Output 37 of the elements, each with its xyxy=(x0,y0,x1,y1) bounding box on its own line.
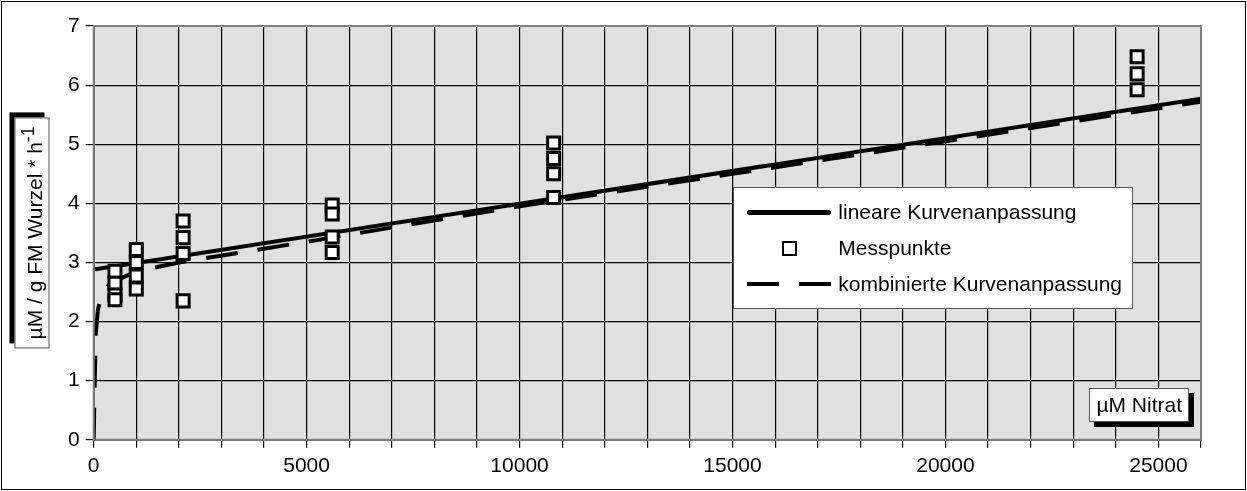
x-tick-label: 5000 xyxy=(283,453,330,477)
y-tick-label: 0 xyxy=(67,426,80,450)
legend-label: Messpunkte xyxy=(838,236,952,261)
point xyxy=(175,246,191,262)
point xyxy=(546,150,562,166)
point xyxy=(128,281,144,297)
point xyxy=(1129,82,1145,98)
y-tick-label: 5 xyxy=(67,131,80,155)
point xyxy=(128,254,144,270)
point xyxy=(175,230,191,246)
y-tick-label: 7 xyxy=(67,12,80,36)
point xyxy=(324,244,340,260)
y-tick-label: 1 xyxy=(67,367,80,391)
x-tick-label: 25000 xyxy=(1129,453,1188,477)
legend-label: kombinierte Kurvenanpassung xyxy=(838,272,1122,297)
y-tick-label: 4 xyxy=(67,190,80,214)
x-tick-label: 10000 xyxy=(490,453,549,477)
y-tick-label: 3 xyxy=(67,249,80,273)
legend-label: lineare Kurvenanpassung xyxy=(838,200,1077,225)
y-tick-label: 2 xyxy=(67,308,80,332)
point xyxy=(546,135,562,151)
point xyxy=(128,268,144,284)
point xyxy=(546,189,562,205)
point xyxy=(175,213,191,229)
x-axis-title: µM Nitrat xyxy=(1089,387,1189,422)
point xyxy=(1129,49,1145,65)
point xyxy=(324,229,340,245)
point xyxy=(324,206,340,222)
x-tick-label: 0 xyxy=(87,453,100,477)
point xyxy=(1129,66,1145,82)
x-tick-label: 20000 xyxy=(916,453,975,477)
x-tick-label: 15000 xyxy=(703,453,762,477)
point xyxy=(128,241,144,257)
point xyxy=(546,166,562,182)
point xyxy=(107,292,123,308)
y-tick-label: 6 xyxy=(67,71,80,95)
point xyxy=(175,293,191,309)
